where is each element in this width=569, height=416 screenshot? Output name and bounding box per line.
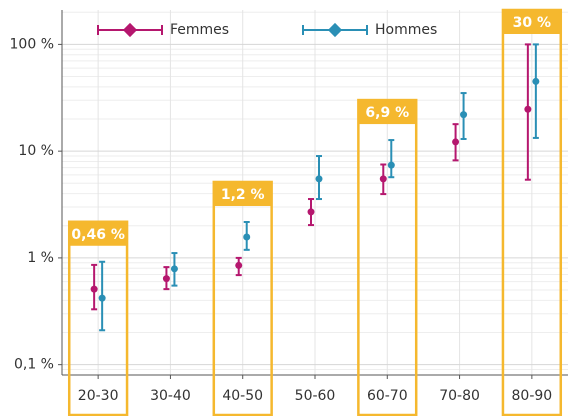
point [98, 294, 106, 302]
point [524, 105, 532, 113]
y-tick-label: 1 % [27, 250, 54, 266]
x-tick-label: 80-90 [512, 388, 553, 404]
point [307, 208, 315, 216]
point [379, 175, 387, 183]
x-tick-label: 20-30 [78, 388, 119, 404]
x-tick-label: 60-70 [367, 388, 408, 404]
highlight-label: 0,46 % [71, 227, 124, 243]
highlight-label-bg [213, 181, 272, 206]
legend-marker [327, 22, 343, 38]
point [387, 161, 395, 169]
highlight-label-bg [69, 221, 128, 246]
legend-marker [122, 22, 138, 38]
x-tick-label: 30-40 [150, 388, 191, 404]
point [315, 175, 323, 183]
highlight-label-bg [358, 100, 417, 125]
point [460, 111, 468, 119]
point [235, 261, 243, 269]
highlight-label-bg [502, 10, 561, 34]
y-tick-label: 10 % [18, 143, 54, 159]
point [452, 138, 460, 146]
point [532, 77, 540, 85]
y-tick-label: 100 % [10, 36, 54, 52]
highlight-label: 30 % [513, 15, 551, 31]
point [162, 275, 170, 283]
point [243, 233, 251, 241]
y-tick-label: 0,1 % [14, 357, 54, 373]
legend-label: Hommes [375, 22, 437, 38]
x-tick-label: 40-50 [222, 388, 263, 404]
legend-label: Femmes [170, 22, 229, 38]
x-tick-label: 50-60 [295, 388, 336, 404]
point [170, 265, 178, 273]
x-tick-label: 70-80 [439, 388, 480, 404]
point [90, 285, 98, 293]
highlight-label: 1,2 % [221, 187, 265, 203]
highlight-label: 6,9 % [365, 105, 409, 121]
